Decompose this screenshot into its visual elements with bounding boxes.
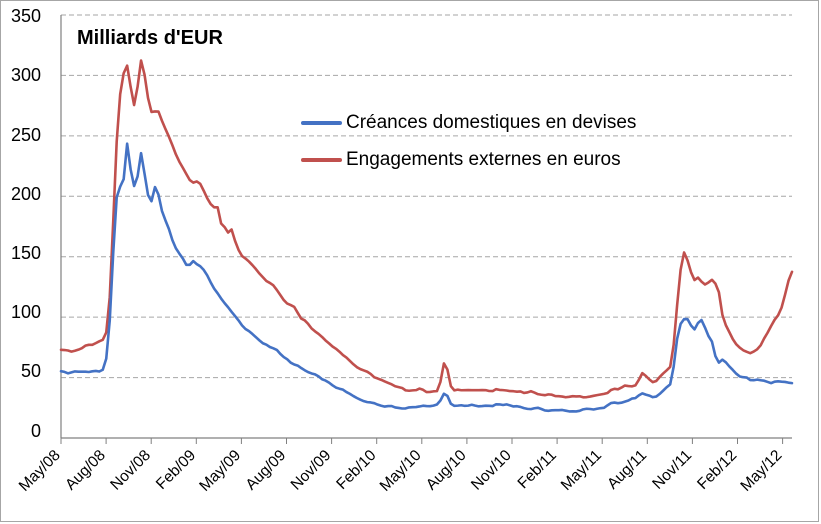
svg-text:Feb/12: Feb/12 [694, 447, 740, 493]
svg-text:Nov/10: Nov/10 [468, 447, 515, 494]
svg-text:Nov/09: Nov/09 [288, 447, 335, 494]
svg-text:Aug/09: Aug/09 [243, 447, 290, 494]
svg-text:May/10: May/10 [377, 447, 425, 495]
svg-text:May/08: May/08 [16, 447, 64, 495]
svg-text:Feb/10: Feb/10 [333, 447, 379, 493]
svg-text:May/12: May/12 [737, 447, 785, 495]
svg-text:Aug/11: Aug/11 [604, 447, 650, 493]
svg-text:Nov/08: Nov/08 [107, 447, 154, 494]
svg-text:May/11: May/11 [558, 447, 605, 494]
svg-text:Feb/11: Feb/11 [515, 447, 560, 492]
svg-text:Nov/11: Nov/11 [649, 447, 695, 493]
svg-text:Aug/08: Aug/08 [62, 447, 109, 494]
svg-text:May/09: May/09 [196, 447, 244, 495]
svg-text:Aug/10: Aug/10 [423, 447, 470, 494]
svg-text:Feb/09: Feb/09 [153, 447, 199, 493]
